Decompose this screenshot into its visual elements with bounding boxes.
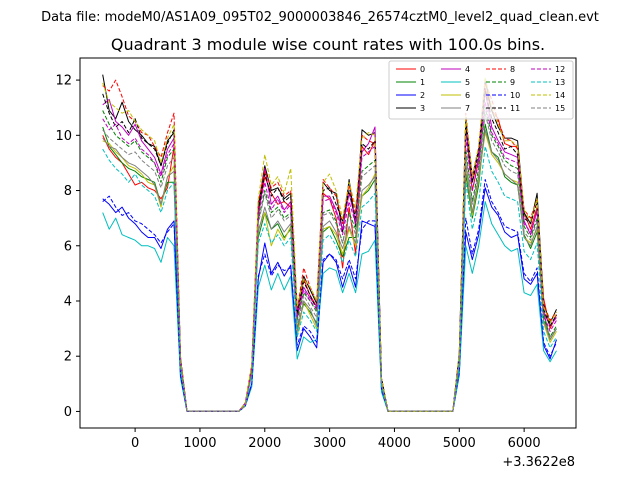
series-line-3 <box>102 74 557 412</box>
legend-label-6: 6 <box>465 91 470 100</box>
y-tick-label: 4 <box>64 294 72 309</box>
legend-label-2: 2 <box>420 91 425 100</box>
y-tick-label: 8 <box>64 184 72 199</box>
legend-label-5: 5 <box>465 78 470 87</box>
legend-label-10: 10 <box>510 91 520 100</box>
x-tick-label: 5000 <box>443 436 476 451</box>
y-tick-label: 6 <box>64 239 72 254</box>
x-tick-label: 3000 <box>313 436 346 451</box>
legend-label-15: 15 <box>555 104 565 113</box>
x-tick-label: 6000 <box>508 436 541 451</box>
x-tick-label: 0 <box>131 436 139 451</box>
figure-suptitle: Data file: modeM0/AS1A09_095T02_90000038… <box>41 10 599 25</box>
legend-label-14: 14 <box>555 91 565 100</box>
legend-label-9: 9 <box>510 78 515 87</box>
series-line-15 <box>102 112 557 412</box>
y-tick-label: 10 <box>55 129 72 144</box>
legend-label-13: 13 <box>555 78 565 87</box>
series-layer <box>102 74 557 412</box>
legend-label-4: 4 <box>465 65 470 74</box>
legend-label-0: 0 <box>420 65 425 74</box>
y-tick-label: 2 <box>64 350 72 365</box>
series-line-5 <box>102 201 557 412</box>
x-tick-label: 4000 <box>378 436 411 451</box>
plot-frame <box>79 57 577 429</box>
legend-label-3: 3 <box>420 104 425 113</box>
x-axis: 0 1000 2000 3000 4000 5000 6000 <box>131 428 541 451</box>
series-line-9 <box>102 107 557 412</box>
chart-title: Quadrant 3 module wise count rates with … <box>111 35 545 54</box>
x-tick-label: 1000 <box>183 436 216 451</box>
legend-label-12: 12 <box>555 65 565 74</box>
legend-label-7: 7 <box>465 104 470 113</box>
legend-label-1: 1 <box>420 78 425 87</box>
series-line-8 <box>102 79 557 412</box>
series-line-13 <box>102 145 557 412</box>
x-offset-label: +3.3622e8 <box>502 455 575 470</box>
x-tick-label: 2000 <box>248 436 281 451</box>
legend-label-11: 11 <box>510 104 520 113</box>
y-axis: 0 2 4 6 8 10 12 <box>55 74 80 420</box>
series-line-14 <box>102 76 557 412</box>
legend-frame <box>388 60 574 120</box>
legend-label-8: 8 <box>510 65 515 74</box>
series-line-12 <box>102 101 557 412</box>
y-tick-label: 0 <box>64 405 72 420</box>
y-tick-label: 12 <box>55 74 72 89</box>
